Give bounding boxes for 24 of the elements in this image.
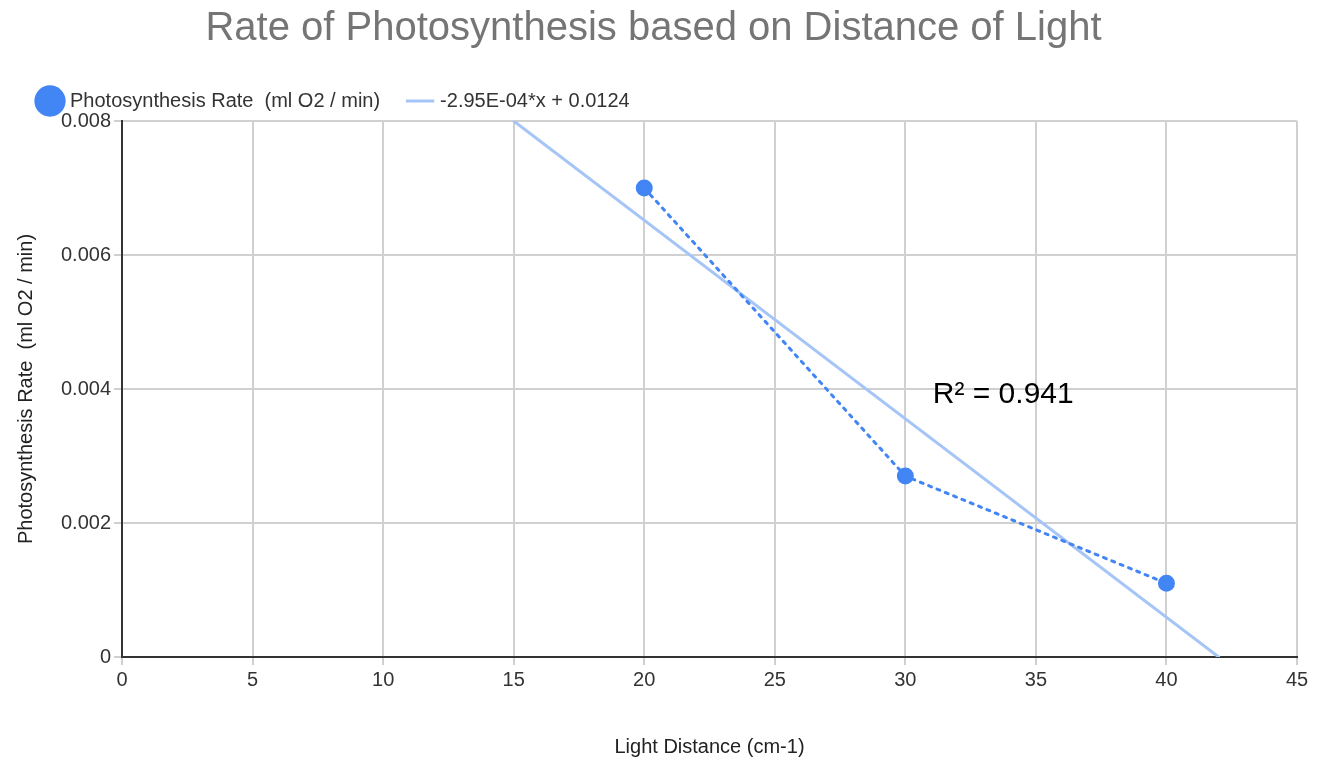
legend-label: -2.95E-04*x + 0.0124: [440, 88, 630, 111]
x-tick-label: 30: [894, 667, 917, 690]
point: [1157, 574, 1175, 592]
y-tick-label: 0.008: [60, 108, 112, 131]
x-tick-label: 10: [372, 667, 395, 690]
x-tick-label: 20: [633, 667, 656, 690]
y-tick-label: 0.002: [60, 510, 112, 533]
legend-label: Photosynthesis Rate (ml O2 / min): [70, 88, 381, 111]
x-tick-label: 25: [763, 667, 786, 690]
chart-title: Rate of Photosynthesis based on Distance of Light: [205, 4, 1102, 49]
annotation: R² = 0.941: [932, 375, 1074, 409]
y-tick-label: 0.006: [60, 242, 112, 265]
x-tick-label: 45: [1285, 667, 1309, 690]
point: [635, 179, 653, 197]
x-axis-title: Light Distance (cm-1): [614, 734, 805, 757]
x-tick-label: 0: [116, 667, 128, 690]
x-tick-label: 5: [247, 667, 259, 690]
x-tick-label: 40: [1155, 667, 1178, 690]
point: [896, 467, 914, 485]
y-tick-label: 0.004: [60, 376, 112, 399]
x-tick-label: 35: [1024, 667, 1048, 690]
x-tick-label: 15: [502, 667, 525, 690]
y-axis-title: Photosynthesis Rate (ml O2 / min): [13, 233, 36, 545]
y-tick-label: 0: [99, 644, 112, 667]
